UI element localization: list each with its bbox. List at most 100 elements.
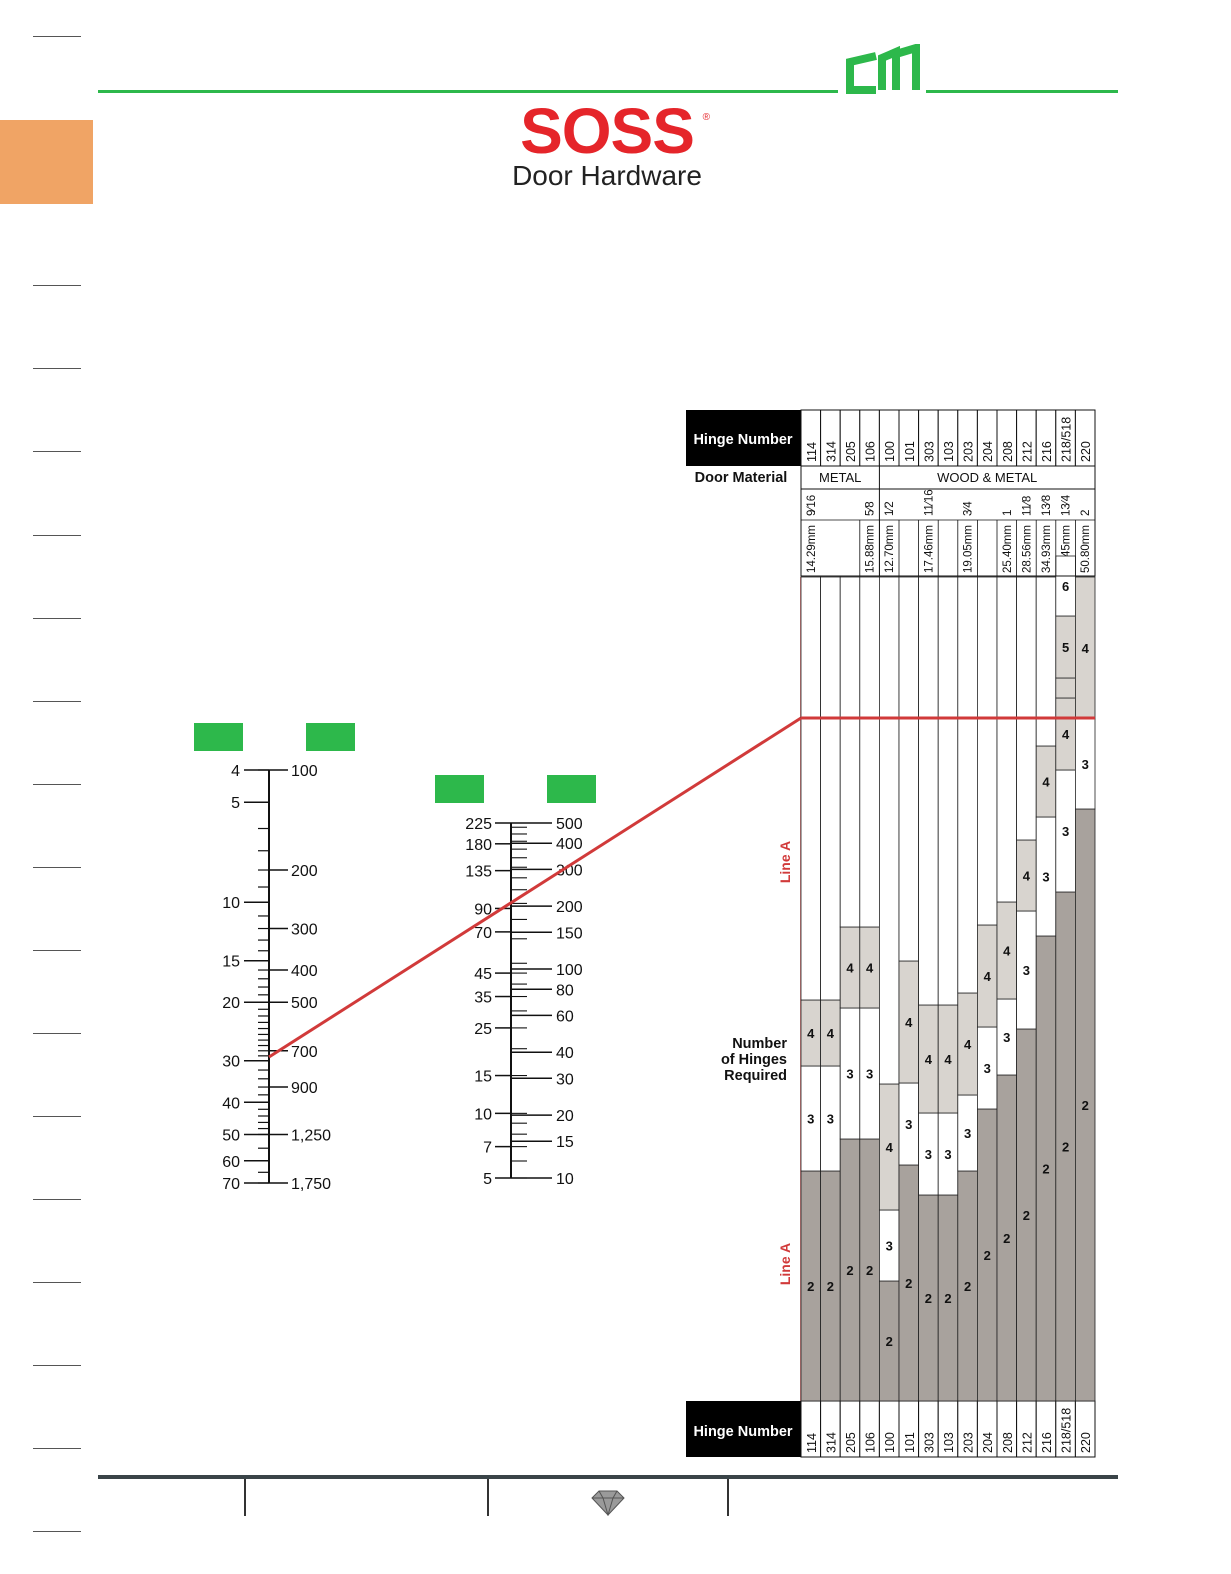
hinge-number: 103	[942, 441, 956, 462]
scale1-left-label: 30	[222, 1054, 240, 1071]
empty-cell	[1016, 576, 1037, 841]
side-tick	[33, 36, 81, 37]
thickness-fraction: 11⁄16	[923, 489, 935, 516]
hinge-count: 3	[1042, 870, 1049, 885]
hinge-count: 4	[886, 1140, 894, 1155]
hinge-number: 114	[805, 1433, 819, 1453]
scale1-right-label: 1,750	[291, 1176, 331, 1193]
brand-subtitle: Door Hardware	[512, 160, 702, 191]
thickness-fraction: 13⁄8	[1041, 495, 1053, 516]
hinge-count: 4	[827, 1026, 835, 1041]
hinge-number: 220	[1079, 1432, 1093, 1453]
side-tab[interactable]	[0, 120, 93, 204]
hinge-count: 2	[827, 1279, 834, 1294]
thickness-frame	[800, 465, 1096, 577]
hinge-count: 4	[944, 1052, 952, 1067]
footer-label-cell	[686, 1401, 801, 1457]
side-tick	[33, 1116, 81, 1117]
side-tick	[33, 285, 81, 286]
thickness-mm: 28.56mm	[1021, 525, 1033, 573]
hinge-number: 204	[981, 1432, 995, 1453]
hinge-count: 3	[944, 1147, 951, 1162]
hinge-number: 218/518	[1060, 1408, 1074, 1453]
hinge-count: 4	[846, 961, 854, 976]
hinge-count: 3	[827, 1112, 834, 1127]
footer-divider	[244, 1479, 246, 1516]
line-a-label: Line A	[777, 1243, 793, 1285]
hinge-count: 2	[846, 1263, 853, 1278]
hinges-required-label: Number	[732, 1036, 787, 1052]
material-group-label: METAL	[819, 470, 861, 485]
scale2-right-label: 150	[556, 925, 583, 942]
side-tick	[33, 1531, 81, 1532]
bottom-rule	[98, 1475, 1118, 1479]
diamond-icon	[590, 1490, 626, 1521]
hinge-number: 220	[1079, 441, 1093, 462]
hinge-count: 4	[1062, 727, 1070, 742]
thickness-fraction: 13⁄4	[1061, 494, 1073, 516]
scale1-left-label: 10	[222, 895, 240, 912]
scale1-right-label: 100	[291, 763, 318, 780]
hinge-count: 2	[925, 1291, 932, 1306]
scale2-right-label: 80	[556, 982, 574, 999]
scale2-left-label: 45	[474, 966, 492, 983]
hinge-count: 2	[807, 1279, 814, 1294]
scale1-right-label: 1,250	[291, 1127, 331, 1144]
hinge-number: 314	[824, 441, 838, 462]
hinge-count: 3	[1082, 757, 1089, 772]
empty-cell	[937, 576, 959, 1006]
hinge-count: 4	[964, 1037, 972, 1052]
hinge-count: 2	[1023, 1208, 1030, 1223]
hinges-required-label: of Hinges	[721, 1052, 787, 1068]
hinge-count: 2	[866, 1263, 873, 1278]
scale2-right-label: 60	[556, 1008, 574, 1025]
side-tick	[33, 451, 81, 452]
thickness-mm: 19.05mm	[963, 525, 975, 573]
scale2-right-label: 300	[556, 862, 583, 879]
hinge-number: 208	[1001, 1432, 1015, 1453]
side-tick	[33, 1365, 81, 1366]
scale2-right-label: 40	[556, 1045, 574, 1062]
hinge-count: 2	[984, 1248, 991, 1263]
empty-cell	[879, 576, 900, 1085]
hinge-count: 3	[964, 1126, 971, 1141]
side-tick	[33, 1448, 81, 1449]
hinge-count: 3	[1003, 1030, 1010, 1045]
scale-label-box	[547, 775, 596, 803]
empty-cell	[859, 576, 880, 928]
scale-label-box	[435, 775, 484, 803]
hinge-count: 3	[866, 1067, 873, 1082]
scale2-left-label: 25	[474, 1021, 492, 1038]
hinge-count: 2	[905, 1276, 912, 1291]
hinge-count: 4	[925, 1052, 933, 1067]
hinge-count: 3	[1023, 963, 1030, 978]
thickness-mm: 34.93mm	[1041, 525, 1053, 573]
cm-logo-icon	[846, 42, 920, 94]
door-material-label: Door Material	[695, 470, 788, 486]
header-label-cell	[686, 410, 801, 466]
hinge-number: 100	[883, 1432, 897, 1453]
scale2-left-label: 5	[483, 1171, 492, 1188]
scale1-left-label: 20	[222, 995, 240, 1012]
side-tick	[33, 784, 81, 785]
side-tick	[33, 867, 81, 868]
hinge-number: 114	[805, 442, 819, 462]
hinge-number: 216	[1040, 1432, 1054, 1453]
hinge-count: 5	[1062, 640, 1069, 655]
scale2-left-label: 135	[465, 864, 492, 881]
scale2-right-label: 100	[556, 962, 583, 979]
side-tick	[33, 701, 81, 702]
side-tick	[33, 535, 81, 536]
scale2-left-label: 70	[474, 925, 492, 942]
empty-cell	[957, 576, 978, 994]
hinge-number: 203	[962, 1432, 976, 1453]
scale1-left-label: 5	[231, 795, 240, 812]
hinge-number: 303	[922, 1432, 936, 1453]
side-tick	[33, 950, 81, 951]
thickness-mm: 25.40mm	[1002, 525, 1014, 573]
scale2-left-label: 15	[474, 1069, 492, 1086]
empty-cell	[1035, 576, 1057, 747]
registered-mark: ®	[702, 112, 710, 123]
hinge-count: 4	[807, 1026, 815, 1041]
empty-cell	[918, 576, 939, 1006]
